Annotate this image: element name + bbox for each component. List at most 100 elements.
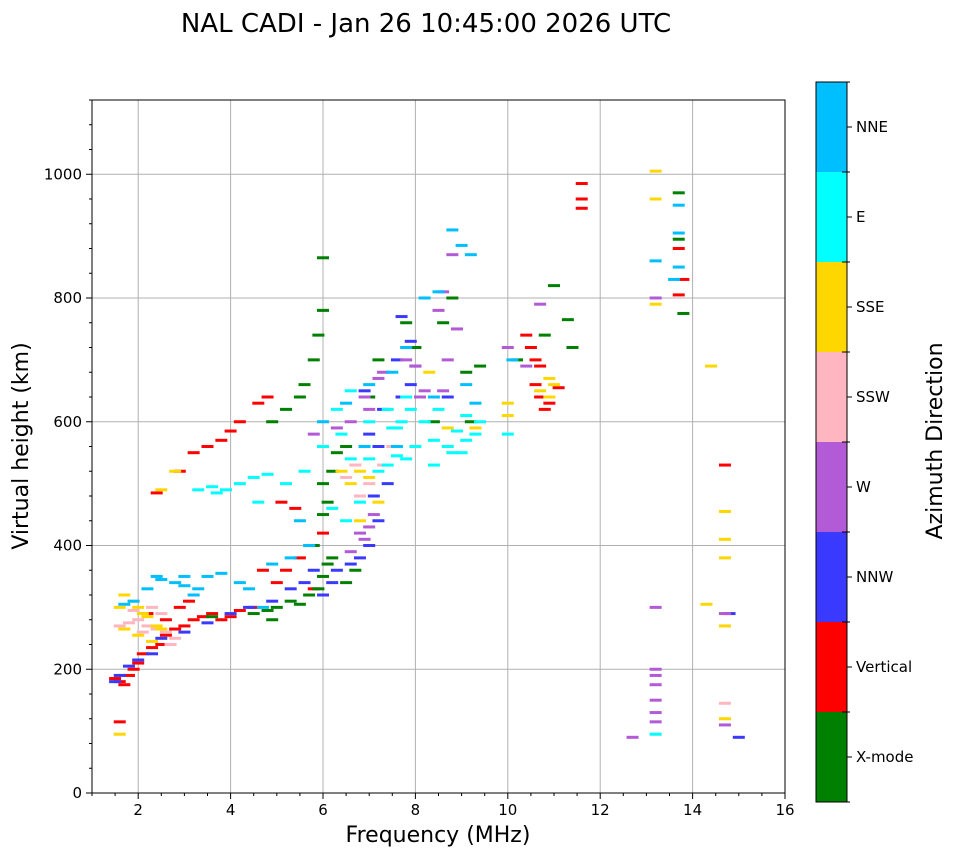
echo-point-e xyxy=(233,482,246,486)
echo-point-ssw xyxy=(132,618,145,622)
echo-point-vertical xyxy=(169,627,182,631)
y-tick-label: 400 xyxy=(53,537,82,555)
echo-point-nnw xyxy=(307,568,320,572)
echo-point-nnw xyxy=(155,636,168,640)
colorbar-swatch xyxy=(816,172,847,262)
echo-point-e xyxy=(344,389,357,393)
echo-point-nne xyxy=(284,556,297,560)
echo-point-nne xyxy=(187,593,200,597)
echo-point-vertical xyxy=(261,395,274,399)
colorbar-tick-label: Vertical xyxy=(856,658,912,676)
echo-point-e xyxy=(474,420,487,424)
echo-point-nne xyxy=(672,203,685,207)
echo-point-vertical xyxy=(672,247,685,250)
echo-point-sse xyxy=(649,302,662,306)
colorbar-swatch xyxy=(816,712,847,802)
echo-point-e xyxy=(317,445,329,448)
echo-point-vertical xyxy=(173,605,186,609)
echo-point-sse xyxy=(649,197,662,201)
echo-point-x-mode xyxy=(280,407,293,411)
echo-point-e xyxy=(404,407,417,411)
echo-point-e xyxy=(335,432,348,436)
colorbar-tick-label: NNE xyxy=(856,118,888,136)
echo-point-sse xyxy=(155,627,168,631)
colorbar: X-mode Vertical NNW W SSW SSE E NNE xyxy=(815,81,913,803)
echo-point-vertical xyxy=(538,407,551,411)
echo-point-w xyxy=(649,296,662,300)
echo-point-x-mode xyxy=(561,318,574,322)
echo-point-nnw xyxy=(201,621,214,625)
echo-point-nnw xyxy=(132,658,145,662)
echo-point-nne xyxy=(386,370,399,374)
echo-point-w xyxy=(353,531,366,535)
echo-point-e xyxy=(649,732,662,736)
echo-point-nnw xyxy=(243,605,256,609)
echo-point-sse xyxy=(423,370,436,374)
echo-point-e xyxy=(446,451,459,455)
echo-point-sse xyxy=(150,624,163,628)
data-marks xyxy=(109,169,745,739)
echo-point-e xyxy=(261,472,274,476)
echo-point-e xyxy=(460,414,473,418)
echo-point-e xyxy=(460,438,473,442)
echo-point-e xyxy=(247,475,260,479)
echo-point-e xyxy=(409,445,422,448)
echo-point-nne xyxy=(672,231,685,235)
echo-point-vertical xyxy=(178,624,191,628)
echo-point-vertical xyxy=(256,568,269,572)
echo-point-x-mode xyxy=(326,556,339,560)
echo-point-sse xyxy=(113,732,126,736)
x-tick-label: 8 xyxy=(411,801,421,819)
echo-point-nnw xyxy=(395,315,408,319)
echo-point-x-mode xyxy=(672,191,685,195)
echo-point-vertical xyxy=(159,618,172,622)
echo-point-e xyxy=(450,429,463,433)
echo-point-e xyxy=(400,457,413,461)
echo-point-vertical xyxy=(136,652,149,656)
echo-point-e xyxy=(252,500,265,504)
colorbar-tick-label: SSW xyxy=(856,388,890,406)
echo-point-nne xyxy=(303,544,316,547)
echo-point-x-mode xyxy=(474,364,487,368)
echo-point-e xyxy=(192,488,205,492)
echo-point-vertical xyxy=(224,615,237,619)
colorbar-frame xyxy=(815,81,848,803)
echo-point-nnw xyxy=(390,358,403,362)
echo-point-vertical xyxy=(534,364,547,368)
echo-point-e xyxy=(432,407,445,411)
echo-point-sse xyxy=(353,519,366,523)
x-tick-label: 4 xyxy=(226,801,236,819)
echo-point-vertical xyxy=(215,618,228,622)
echo-point-e xyxy=(381,407,394,411)
colorbar-swatch xyxy=(816,442,847,532)
echo-point-w xyxy=(372,376,385,380)
echo-point-x-mode xyxy=(409,346,422,349)
echo-point-nne xyxy=(192,587,205,591)
echo-point-w xyxy=(649,667,662,671)
echo-point-ssw xyxy=(340,475,353,479)
colorbar-tick-label: SSE xyxy=(856,298,885,316)
x-axis-ticks: 2 4 6 8 10 12 14 16 xyxy=(91,793,795,819)
colorbar-swatch xyxy=(816,82,847,172)
echo-point-e xyxy=(344,457,357,461)
echo-point-w xyxy=(520,364,533,368)
echo-point-e xyxy=(441,445,454,448)
echo-point-sse xyxy=(543,376,556,380)
colorbar-swatch xyxy=(816,262,847,352)
echo-point-w xyxy=(358,537,371,541)
echo-point-x-mode xyxy=(317,513,329,517)
echo-point-nne xyxy=(201,574,214,578)
echo-point-sse xyxy=(469,426,482,430)
echo-point-e xyxy=(418,420,431,424)
echo-point-vertical xyxy=(118,683,131,687)
echo-point-vertical xyxy=(280,568,293,572)
echo-point-nne xyxy=(400,346,413,349)
echo-point-vertical xyxy=(201,445,214,448)
colorbar-label: Azimuth Direction xyxy=(923,342,948,539)
echo-point-e xyxy=(326,506,339,510)
echo-point-nnw xyxy=(353,556,366,560)
echo-point-e xyxy=(390,454,403,458)
colorbar-swatch xyxy=(816,622,847,712)
echo-point-x-mode xyxy=(307,358,320,362)
echo-point-x-mode xyxy=(317,308,329,312)
